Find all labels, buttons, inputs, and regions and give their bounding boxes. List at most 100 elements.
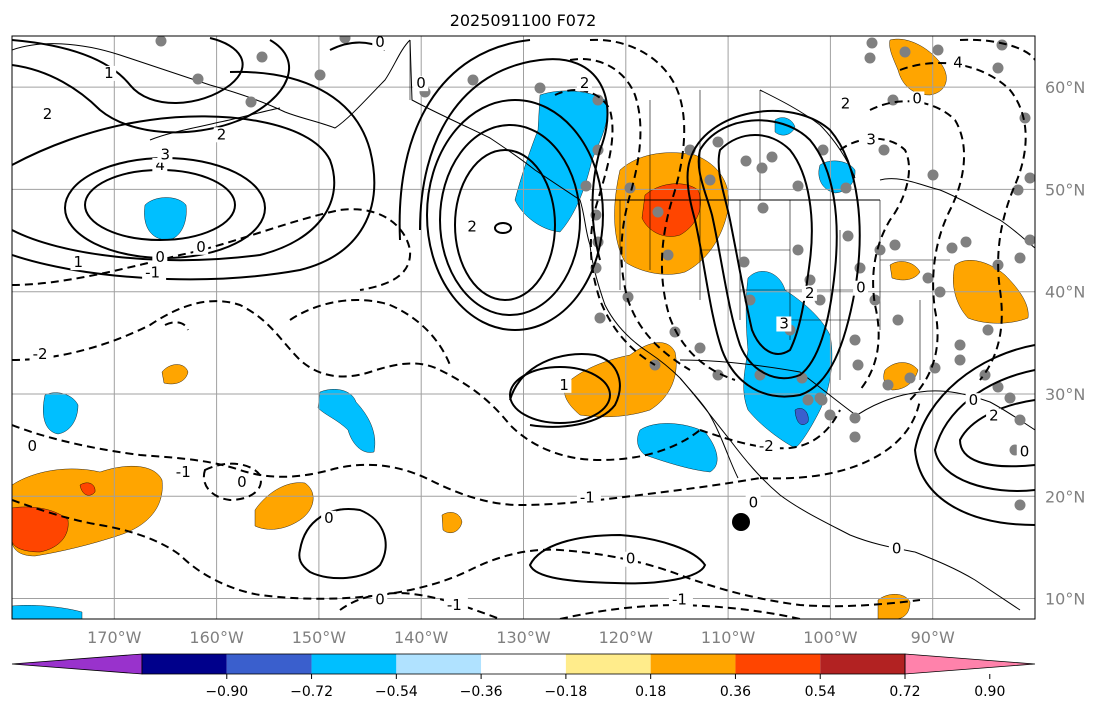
contour-label-bg xyxy=(837,96,853,112)
station-dot xyxy=(792,244,804,256)
lon-label: 100°W xyxy=(803,628,858,647)
contour-neg-pacific-3 xyxy=(12,424,761,507)
contour-neg-small-1 xyxy=(164,321,189,331)
contour-label-bg xyxy=(622,551,638,567)
contour-pos-se-3 xyxy=(913,344,1035,526)
contour-pos-ridge-2 xyxy=(454,149,556,301)
station-dot xyxy=(882,379,894,391)
latitude-labels: 60°N 50°N 40°N 30°N 20°N 10°N xyxy=(1045,78,1085,608)
station-dot xyxy=(339,36,351,44)
shade-blue-sw xyxy=(12,605,83,619)
lon-label: 110°W xyxy=(701,628,756,647)
contour-pos-pacific-1 xyxy=(509,366,611,424)
colorbar-bin xyxy=(820,654,905,674)
longitude-labels: 170°W 160°W 150°W 140°W 130°W 120°W 110°W 100°W… xyxy=(87,628,955,647)
contour-neg-pacific-1 xyxy=(12,208,412,291)
colorbar-extend-low xyxy=(11,653,143,675)
contour-label: 4 xyxy=(155,156,165,174)
contour-label: 0 xyxy=(324,509,334,527)
storm-center-marker xyxy=(732,513,750,531)
colorbar-bin xyxy=(311,654,397,674)
province-lines xyxy=(409,40,761,200)
contour-label: 0 xyxy=(626,550,636,568)
contour-pos-bering-3 xyxy=(12,115,336,262)
contour-label-bg xyxy=(152,250,168,266)
lon-label: 140°W xyxy=(394,628,449,647)
contour-pos-ridge-5 xyxy=(419,58,609,261)
station-dot xyxy=(992,381,1004,393)
contour-label-bg xyxy=(853,280,869,296)
shade-blue-mexico xyxy=(637,423,718,473)
contour-label: 0 xyxy=(856,279,866,297)
station-dot xyxy=(814,392,826,404)
station-dot xyxy=(1004,392,1016,404)
contour-label-bg xyxy=(909,91,925,107)
colorbar-tick-label: −0.36 xyxy=(460,684,503,700)
contour-pos-pacific-2 xyxy=(509,353,621,428)
station-dot xyxy=(889,239,901,251)
station-dot xyxy=(766,151,778,163)
station-dot xyxy=(929,362,941,374)
contour-pos-nw-1 xyxy=(12,37,244,104)
colorbar-tick-label: −0.18 xyxy=(544,684,587,700)
station-dot xyxy=(849,412,861,424)
station-dot xyxy=(954,354,966,366)
contour-label: -1 xyxy=(176,463,191,481)
contour-label-bg xyxy=(776,316,792,332)
station-dot xyxy=(662,249,674,261)
contour-label-bg xyxy=(70,255,86,271)
contour-label: -1 xyxy=(672,591,687,609)
shade-orange-se xyxy=(877,594,911,619)
station-dot xyxy=(946,242,958,254)
contour-label: -1 xyxy=(145,263,160,281)
figure-title: 2025091100 F072 xyxy=(450,11,597,30)
colorbar-tick-label: −0.72 xyxy=(290,684,333,700)
contour-label-bg xyxy=(1016,444,1032,460)
coastline-central-america xyxy=(914,551,1021,611)
coastline-east-canada xyxy=(879,178,1035,249)
contour-label-bg xyxy=(668,592,693,608)
contour-label-bg xyxy=(321,510,337,526)
contour-neg-mex-2 xyxy=(759,399,921,480)
colorbar-bin xyxy=(396,654,482,674)
contour-label-bg xyxy=(556,377,572,393)
station-dot xyxy=(314,69,326,81)
contour-label-bg xyxy=(464,219,480,235)
station-dot xyxy=(738,256,750,268)
station-dot xyxy=(842,230,854,242)
station-dot xyxy=(744,294,756,306)
station-dot xyxy=(927,169,939,181)
station-dot xyxy=(756,162,768,174)
lat-label: 50°N xyxy=(1045,180,1085,199)
contour-pos-ridge-6 xyxy=(398,39,531,241)
lat-label: 40°N xyxy=(1045,283,1085,302)
contour-label: 0 xyxy=(749,493,759,511)
contour-label: 3 xyxy=(779,315,789,333)
shade-red-great-basin xyxy=(641,183,701,237)
contour-pos-bering-4 xyxy=(12,70,376,281)
contour-label-bg xyxy=(234,475,250,491)
contour-label: 0 xyxy=(27,437,37,455)
station-dot xyxy=(712,136,724,148)
station-dot xyxy=(652,206,664,218)
station-dot xyxy=(245,96,257,108)
station-dot xyxy=(1024,172,1035,184)
station-dot xyxy=(467,74,479,86)
contour-pos-west-us-3 xyxy=(686,109,861,398)
station-dot xyxy=(934,286,946,298)
shade-orange-hawaii xyxy=(254,482,314,530)
contour-label-bg xyxy=(372,36,388,51)
colorbar-tick-label: −0.54 xyxy=(375,684,418,700)
shade-blue-bering xyxy=(144,197,187,241)
contour-label: 2 xyxy=(989,407,999,425)
contour-neg-pacific-4 xyxy=(12,499,921,608)
shade-red-spot xyxy=(79,482,96,496)
contour-label: 1 xyxy=(73,253,83,271)
contour-label-bg xyxy=(29,347,54,363)
colorbar-tick-label: −0.90 xyxy=(205,684,248,700)
contour-neg-pacific-5 xyxy=(339,592,501,619)
contour-neg-trough-2 xyxy=(569,58,691,371)
contour-label: 0 xyxy=(912,89,922,107)
